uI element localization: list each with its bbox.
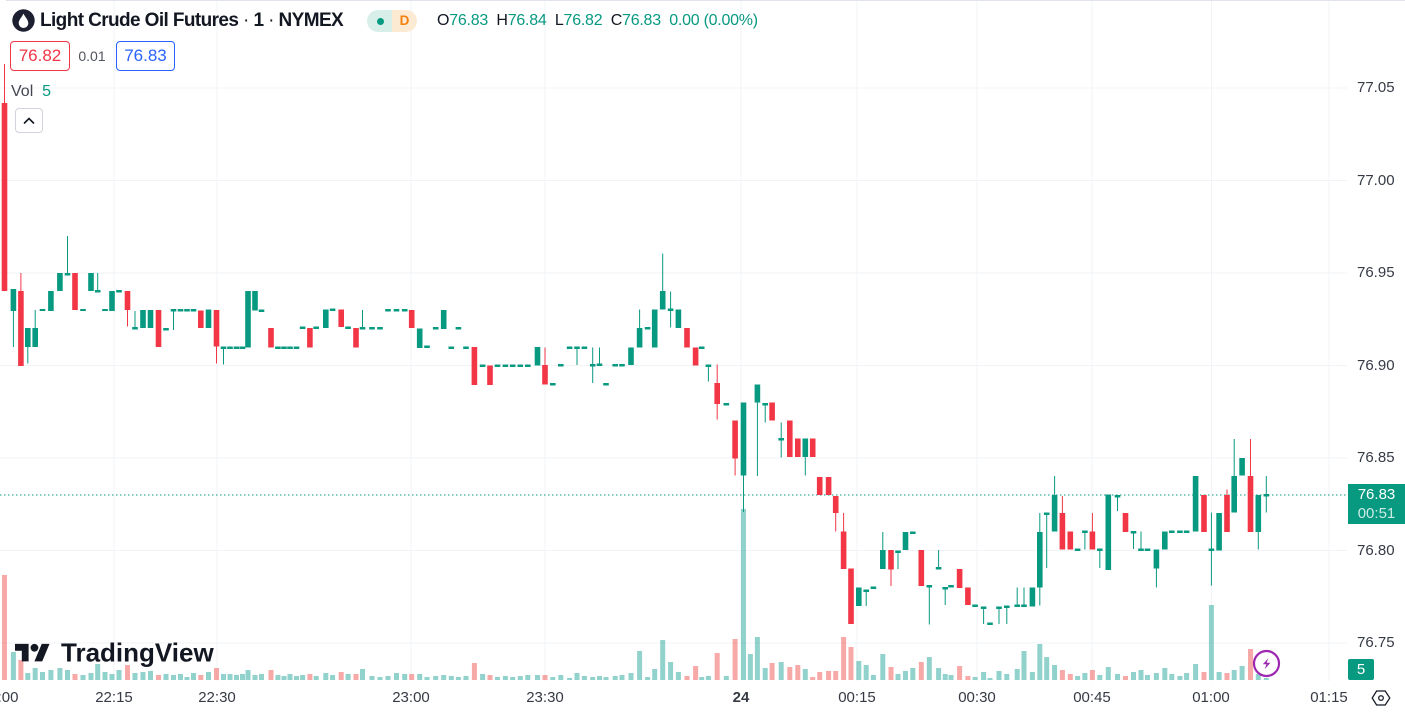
svg-text:TradingView: TradingView: [61, 638, 214, 668]
